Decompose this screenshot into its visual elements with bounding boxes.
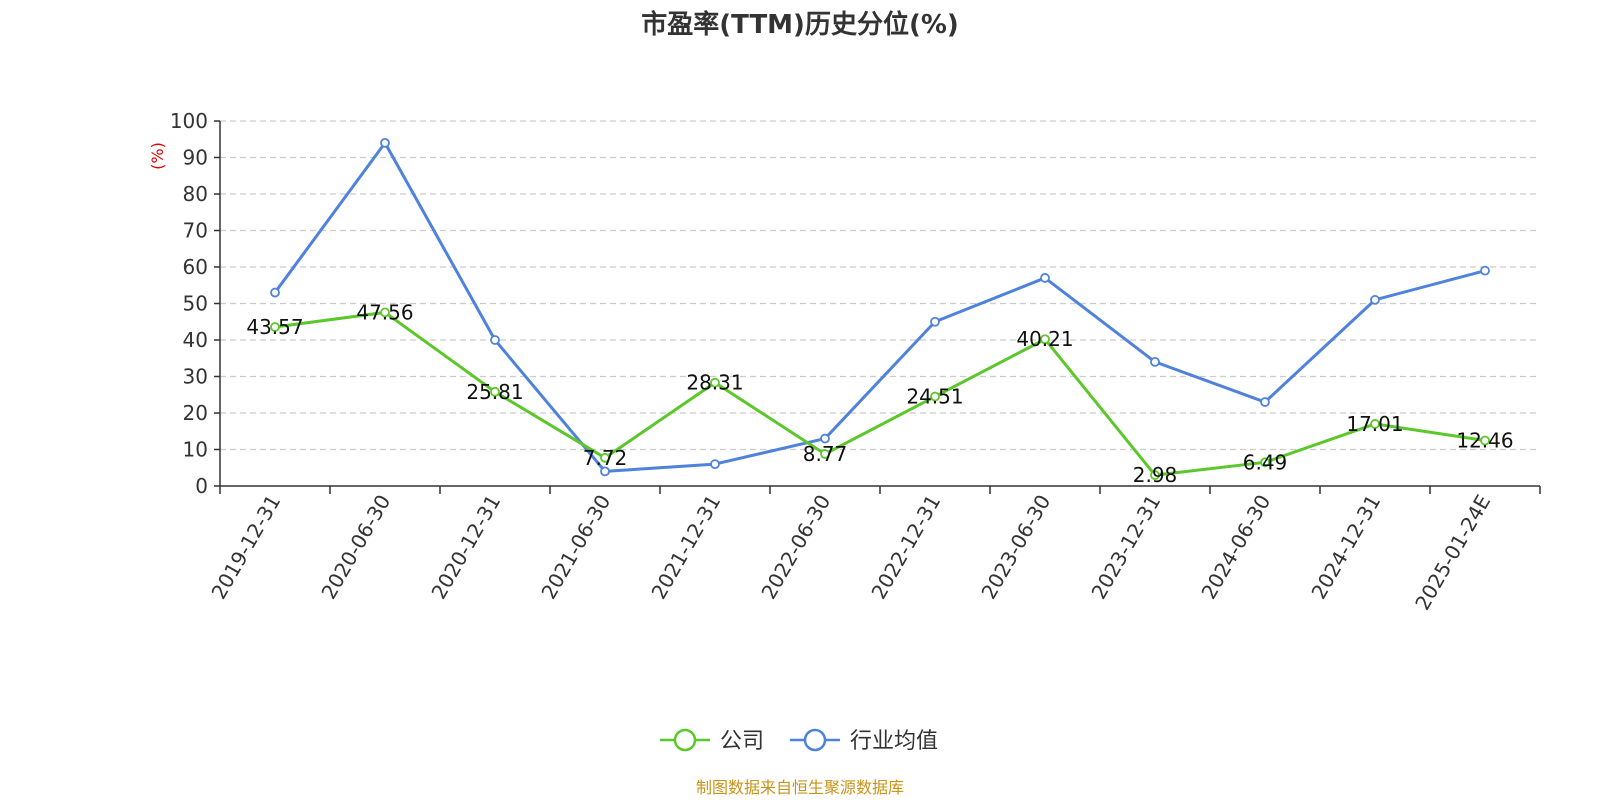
legend-marker-company <box>673 728 697 752</box>
x-tick-label: 2021-12-31 <box>646 491 725 604</box>
data-label: 25.81 <box>466 380 523 404</box>
legend-marker-industry-average <box>803 728 827 752</box>
y-tick-label: 0 <box>195 474 208 498</box>
data-point <box>490 386 500 397</box>
data-label: 7.72 <box>583 446 628 470</box>
data-point <box>1480 435 1490 446</box>
y-axis-ticks: 0 10 20 30 40 50 60 70 80 90 100 <box>170 109 220 498</box>
y-tick-label: 90 <box>183 146 208 170</box>
y-tick-label: 60 <box>183 255 208 279</box>
data-point <box>600 466 610 477</box>
data-point <box>820 433 830 444</box>
y-tick-label: 30 <box>183 365 208 389</box>
x-tick-label: 2021-06-30 <box>536 491 615 604</box>
data-labels: 43.57 47.56 25.81 7.72 28.31 8.77 24.51 40.21 2.… <box>246 300 1513 487</box>
x-tick-label: 2023-06-30 <box>976 491 1055 604</box>
legend-item-industry-average[interactable]: 行业均值 <box>790 728 938 754</box>
x-tick-label: 2022-06-30 <box>756 491 835 604</box>
data-label: 17.01 <box>1346 412 1403 436</box>
data-point <box>930 316 940 327</box>
x-axis-ticks: 2019-12-31 2020-06-30 2020-12-31 2021-06-30… <box>206 486 1541 615</box>
data-point <box>1480 265 1490 276</box>
data-label: 28.31 <box>686 371 743 395</box>
data-label: 8.77 <box>803 442 848 466</box>
data-point <box>1150 470 1160 481</box>
y-tick-label: 20 <box>183 401 208 425</box>
data-point <box>600 452 610 463</box>
data-point <box>710 459 720 470</box>
data-point <box>1040 334 1050 345</box>
data-label: 24.51 <box>906 385 963 409</box>
y-tick-label: 80 <box>183 182 208 206</box>
data-point <box>1370 419 1380 429</box>
legend-item-company[interactable]: 公司 <box>660 728 764 754</box>
x-tick-label: 2023-12-31 <box>1086 491 1165 604</box>
x-tick-label: 2022-12-31 <box>866 491 945 604</box>
legend: 公司 行业均值 <box>660 728 938 754</box>
data-point <box>1260 397 1270 407</box>
data-point <box>270 322 280 332</box>
y-tick-label: 50 <box>183 292 208 316</box>
x-tick-label: 2024-12-31 <box>1306 491 1385 604</box>
series-layer <box>270 137 1490 481</box>
legend-label-company: 公司 <box>720 729 764 754</box>
legend-label-industry-average: 行业均值 <box>850 729 938 754</box>
data-label: 12.46 <box>1456 429 1513 453</box>
y-axis-label: (%) <box>148 142 167 170</box>
data-label: 2.98 <box>1133 463 1178 487</box>
x-tick-label: 2020-12-31 <box>426 491 505 604</box>
data-point <box>490 335 500 345</box>
data-label: 47.56 <box>356 300 413 324</box>
y-tick-label: 10 <box>183 438 208 462</box>
data-point <box>1370 294 1380 305</box>
x-tick-label: 2024-06-30 <box>1196 491 1275 604</box>
series-industry-average <box>270 137 1490 477</box>
data-point <box>710 377 720 388</box>
y-tick-label: 40 <box>183 328 208 352</box>
y-tick-label: 70 <box>183 219 208 243</box>
data-point <box>1040 273 1050 283</box>
x-tick-label: 2020-06-30 <box>316 491 395 604</box>
data-label: 43.57 <box>246 315 303 339</box>
data-point <box>930 391 940 402</box>
source-note: 制图数据来自恒生聚源数据库 <box>696 778 904 797</box>
series-line <box>273 141 1486 473</box>
data-point <box>1150 356 1160 367</box>
data-point <box>380 307 390 318</box>
data-point <box>380 137 390 148</box>
x-tick-label: 2019-12-31 <box>206 491 285 604</box>
data-point <box>1260 457 1270 468</box>
series-line <box>274 310 1486 477</box>
data-point <box>270 287 280 298</box>
data-point <box>820 449 830 459</box>
data-label: 6.49 <box>1243 450 1288 474</box>
grid-lines <box>220 120 1540 451</box>
chart-title: 市盈率(TTM)历史分位(%) <box>641 9 959 40</box>
series-company <box>270 307 1490 481</box>
data-label: 40.21 <box>1016 327 1073 351</box>
x-tick-label: 2025-01-24E <box>1410 491 1495 615</box>
y-tick-label: 100 <box>170 109 208 133</box>
